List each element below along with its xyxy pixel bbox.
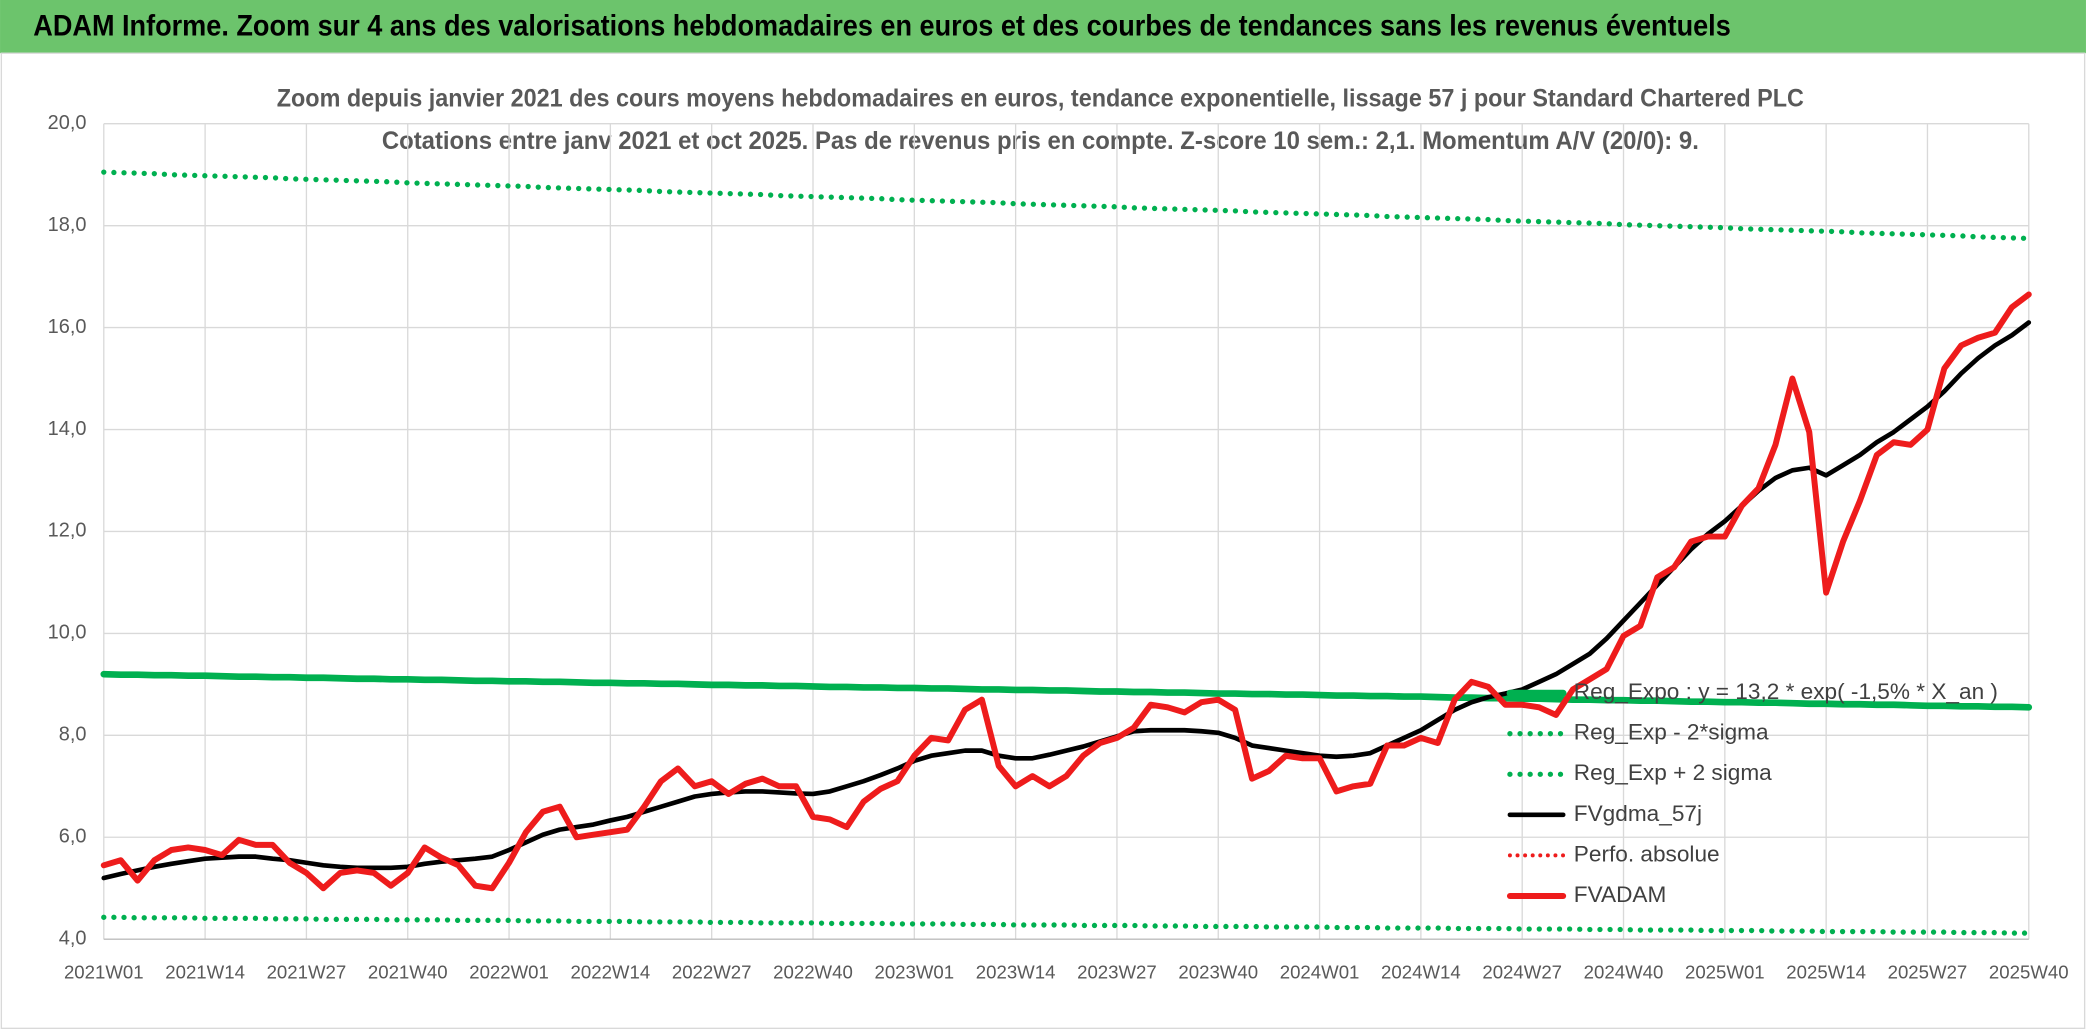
- legend-label: FVgdma_57j: [1574, 801, 1702, 826]
- legend-label: Reg_Exp + 2 sigma: [1574, 760, 1772, 785]
- x-tick-label: 2023W14: [976, 962, 1056, 983]
- legend-label: Reg_Exp - 2*sigma: [1574, 720, 1769, 745]
- y-tick-label: 12,0: [48, 520, 87, 542]
- x-tick-label: 2022W14: [571, 962, 651, 983]
- legend-label: Perfo. absolue: [1574, 841, 1720, 866]
- x-tick-label: 2022W27: [672, 962, 752, 983]
- x-tick-label: 2023W40: [1178, 962, 1258, 983]
- x-tick-label: 2021W27: [267, 962, 347, 983]
- x-tick-label: 2024W14: [1381, 962, 1461, 983]
- x-tick-label: 2025W27: [1888, 962, 1968, 983]
- chart-frame: [0, 52, 2086, 1030]
- header-title: ADAM Informe. Zoom sur 4 ans des valoris…: [33, 11, 1730, 43]
- y-tick-label: 14,0: [48, 418, 87, 440]
- y-tick-label: 18,0: [48, 214, 87, 236]
- x-tick-label: 2025W40: [1989, 962, 2069, 983]
- x-tick-label: 2025W14: [1786, 962, 1866, 983]
- legend-label: FVADAM: [1574, 882, 1667, 907]
- x-tick-label: 2024W27: [1482, 962, 1562, 983]
- y-tick-label: 4,0: [59, 927, 87, 949]
- y-tick-label: 20,0: [48, 112, 87, 134]
- chart-subtitle: Cotations entre janv 2021 et oct 2025. P…: [382, 127, 1699, 155]
- y-tick-label: 16,0: [48, 316, 87, 338]
- x-tick-label: 2021W14: [165, 962, 245, 983]
- x-tick-label: 2023W01: [874, 962, 954, 983]
- x-tick-label: 2025W01: [1685, 962, 1765, 983]
- series-line: [101, 914, 2032, 936]
- x-tick-label: 2021W01: [64, 962, 144, 983]
- x-tick-label: 2023W27: [1077, 962, 1157, 983]
- x-tick-label: 2024W40: [1584, 962, 1664, 983]
- y-tick-label: 8,0: [59, 724, 87, 746]
- x-tick-label: 2024W01: [1280, 962, 1360, 983]
- series-line: [100, 670, 2033, 711]
- x-tick-label: 2022W01: [469, 962, 549, 983]
- series-line: [100, 291, 2032, 892]
- x-tick-label: 2021W40: [368, 962, 448, 983]
- x-tick-label: 2022W40: [773, 962, 853, 983]
- series-line: [101, 169, 2032, 242]
- y-tick-label: 10,0: [48, 622, 87, 644]
- legend-label: Reg_Expo : y = 13,2 * exp( -1,5% * X_an …: [1574, 679, 1998, 704]
- header-bar: [0, 0, 2086, 54]
- y-tick-label: 6,0: [59, 826, 87, 848]
- chart-title: Zoom depuis janvier 2021 des cours moyen…: [277, 84, 1804, 112]
